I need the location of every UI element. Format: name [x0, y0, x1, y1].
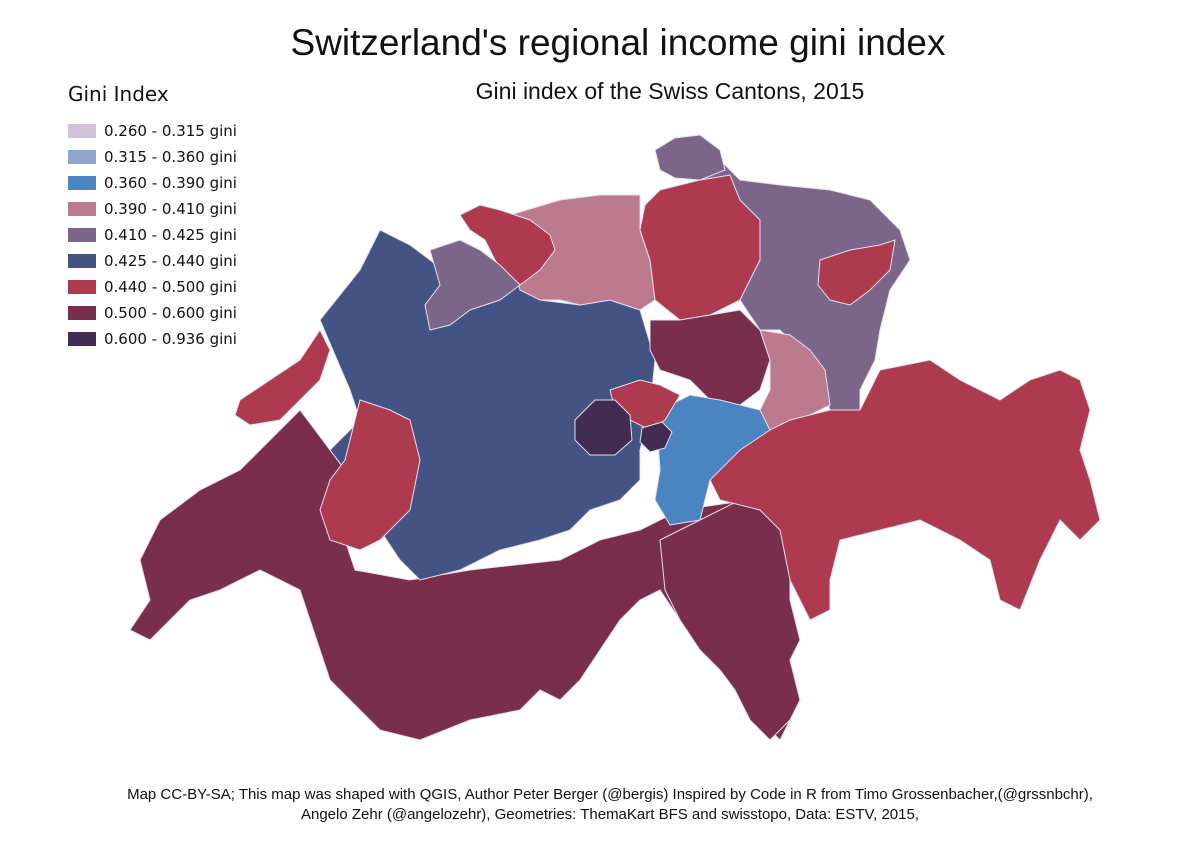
legend-swatch	[68, 150, 96, 164]
legend-label: 0.410 - 0.425 gini	[104, 226, 237, 244]
region-obwalden	[574, 399, 633, 456]
legend-swatch	[68, 332, 96, 346]
region-ticino	[659, 499, 801, 741]
legend-item: 0.600 - 0.936 gini	[68, 326, 237, 352]
legend-label: 0.425 - 0.440 gini	[104, 252, 237, 270]
legend-item: 0.315 - 0.360 gini	[68, 144, 237, 170]
legend-label: 0.500 - 0.600 gini	[104, 304, 237, 322]
region-neuchatel	[234, 329, 331, 426]
region-appenzell	[817, 239, 896, 306]
legend-item: 0.440 - 0.500 gini	[68, 274, 237, 300]
legend-title: Gini Index	[68, 82, 169, 106]
legend-label: 0.315 - 0.360 gini	[104, 148, 237, 166]
legend-label: 0.260 - 0.315 gini	[104, 122, 237, 140]
legend-item: 0.260 - 0.315 gini	[68, 118, 237, 144]
footer-line: Map CC-BY-SA; This map was shaped with Q…	[127, 786, 1093, 803]
region-nidwalden	[639, 421, 673, 453]
region-uri	[654, 394, 771, 526]
legend-label: 0.600 - 0.936 gini	[104, 330, 237, 348]
legend-swatch	[68, 254, 96, 268]
legend-label: 0.360 - 0.390 gini	[104, 174, 237, 192]
region-basel	[459, 204, 556, 286]
region-schaffhausen	[654, 134, 726, 181]
map-subtitle: Gini index of the Swiss Cantons, 2015	[475, 78, 865, 104]
legend-item: 0.360 - 0.390 gini	[68, 170, 237, 196]
legend-swatch	[68, 228, 96, 242]
region-fribourg	[319, 399, 421, 551]
legend-swatch	[68, 306, 96, 320]
legend-item: 0.500 - 0.600 gini	[68, 300, 237, 326]
footer-credits: Map CC-BY-SA; This map was shaped with Q…	[0, 785, 1200, 825]
map-title: Switzerland's regional income gini index	[290, 22, 946, 63]
region-schwyz	[649, 309, 771, 406]
legend-swatch	[68, 176, 96, 190]
legend: Gini Index 0.260 - 0.315 gini 0.315 - 0.…	[68, 82, 237, 352]
legend-swatch	[68, 202, 96, 216]
legend-label: 0.390 - 0.410 gini	[104, 200, 237, 218]
legend-label: 0.440 - 0.500 gini	[104, 278, 237, 296]
region-solothurn	[424, 239, 521, 331]
legend-item: 0.425 - 0.440 gini	[68, 248, 237, 274]
region-vaud-valais	[129, 409, 801, 741]
footer-line: Angelo Zehr (@angelozehr), Geometries: T…	[300, 806, 920, 823]
legend-swatch	[68, 124, 96, 138]
legend-swatch	[68, 280, 96, 294]
legend-item: 0.410 - 0.425 gini	[68, 222, 237, 248]
legend-item: 0.390 - 0.410 gini	[68, 196, 237, 222]
region-graubuenden	[709, 359, 1101, 621]
